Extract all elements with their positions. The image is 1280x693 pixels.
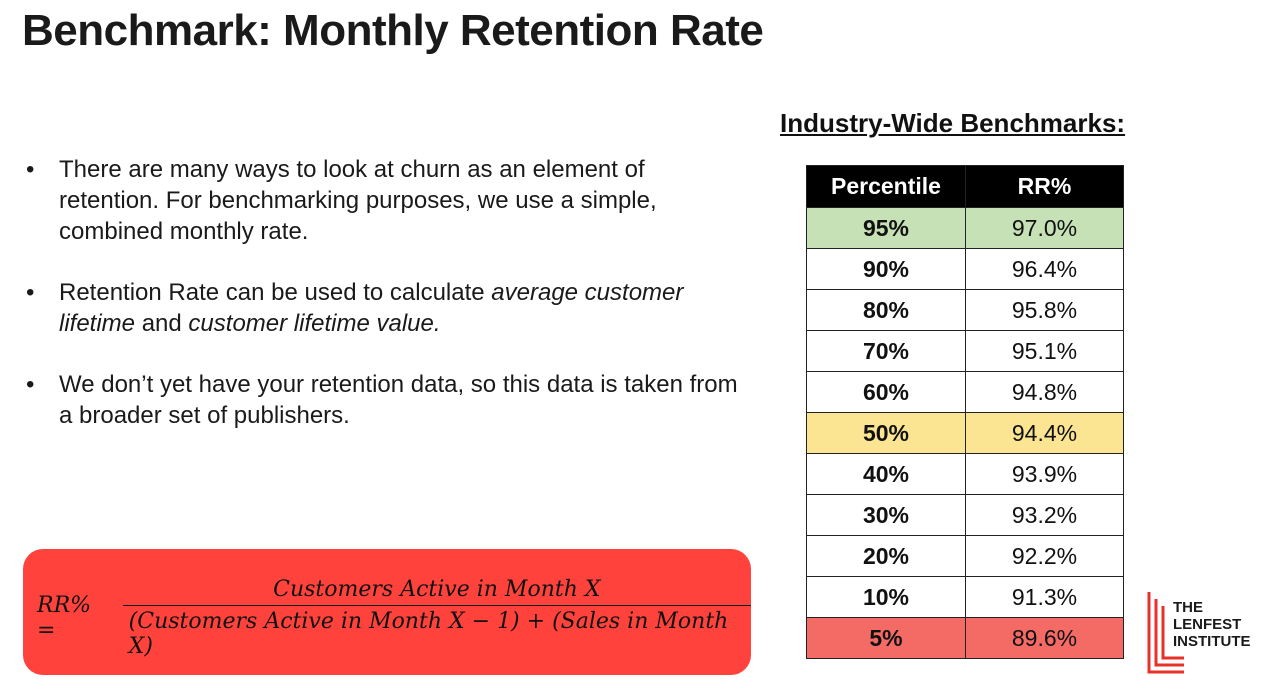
table-row: 40% 93.9% <box>806 453 1124 495</box>
table-row: 80% 95.8% <box>806 289 1124 331</box>
percentile-cell: 20% <box>806 535 966 577</box>
rr-cell: 97.0% <box>965 207 1124 249</box>
bullet-item: • We don’t yet have your retention data,… <box>26 369 746 431</box>
table-header-row: Percentile RR% <box>806 165 1124 208</box>
bullet-item: • There are many ways to look at churn a… <box>26 154 746 247</box>
logo-line: INSTITUTE <box>1173 633 1251 650</box>
rr-cell: 94.8% <box>965 371 1124 413</box>
table-row: 20% 92.2% <box>806 535 1124 577</box>
bullet-text: and <box>135 310 189 337</box>
logo-line: THE <box>1173 599 1203 616</box>
bullet-item: • Retention Rate can be used to calculat… <box>26 277 746 339</box>
rr-cell: 89.6% <box>965 617 1124 659</box>
formula-box: RR% = Customers Active in Month X (Custo… <box>23 549 751 675</box>
rr-cell: 95.1% <box>965 330 1124 372</box>
benchmark-table: Percentile RR% 95% 97.0% 90% 96.4% 80% 9… <box>806 165 1124 659</box>
rr-cell: 95.8% <box>965 289 1124 331</box>
page-title: Benchmark: Monthly Retention Rate <box>22 6 764 55</box>
bullet-glyph: • <box>26 156 35 183</box>
table-row: 10% 91.3% <box>806 576 1124 618</box>
rr-cell: 96.4% <box>965 248 1124 290</box>
bullet-glyph: • <box>26 371 35 398</box>
column-header-percentile: Percentile <box>806 165 966 208</box>
fraction-bar <box>122 605 751 606</box>
table-row: 50% 94.4% <box>806 412 1124 454</box>
logo-wordmark: THE LENFEST INSTITUTE <box>1173 599 1251 650</box>
percentile-cell: 10% <box>806 576 966 618</box>
rr-cell: 93.2% <box>965 494 1124 536</box>
percentile-cell: 50% <box>806 412 966 454</box>
formula-fraction: Customers Active in Month X (Customers A… <box>122 577 751 659</box>
table-row: 70% 95.1% <box>806 330 1124 372</box>
rr-cell: 92.2% <box>965 535 1124 577</box>
column-header-rr: RR% <box>965 165 1124 208</box>
percentile-cell: 30% <box>806 494 966 536</box>
bullet-glyph: • <box>26 279 35 306</box>
bullet-text: Retention Rate can be used to calculate <box>59 279 492 306</box>
lenfest-institute-logo: THE LENFEST INSTITUTE <box>1146 590 1276 680</box>
retention-formula: RR% = Customers Active in Month X (Custo… <box>37 577 751 659</box>
table-row: 90% 96.4% <box>806 248 1124 290</box>
rr-cell: 91.3% <box>965 576 1124 618</box>
bullet-list: • There are many ways to look at churn a… <box>26 154 746 461</box>
table-row: 5% 89.6% <box>806 617 1124 659</box>
percentile-cell: 95% <box>806 207 966 249</box>
logo-stripes-icon <box>1147 592 1184 674</box>
table-row: 30% 93.2% <box>806 494 1124 536</box>
logo-line: LENFEST <box>1173 616 1242 633</box>
percentile-cell: 60% <box>806 371 966 413</box>
percentile-cell: 90% <box>806 248 966 290</box>
percentile-cell: 40% <box>806 453 966 495</box>
table-row: 60% 94.8% <box>806 371 1124 413</box>
bullet-text: There are many ways to look at churn as … <box>59 156 657 245</box>
rr-cell: 93.9% <box>965 453 1124 495</box>
percentile-cell: 80% <box>806 289 966 331</box>
benchmarks-heading: Industry-Wide Benchmarks: <box>780 108 1126 138</box>
rr-cell: 94.4% <box>965 412 1124 454</box>
formula-lhs: RR% = <box>37 593 92 643</box>
percentile-cell: 70% <box>806 330 966 372</box>
bullet-emphasis: customer lifetime value. <box>188 310 441 337</box>
formula-numerator: Customers Active in Month X <box>273 577 601 602</box>
table-row: 95% 97.0% <box>806 207 1124 249</box>
formula-denominator: (Customers Active in Month X − 1) + (Sal… <box>128 609 729 659</box>
bullet-emphasis: average customer lifetime <box>59 279 684 337</box>
bullet-text: We don’t yet have your retention data, s… <box>59 371 738 429</box>
percentile-cell: 5% <box>806 617 966 659</box>
